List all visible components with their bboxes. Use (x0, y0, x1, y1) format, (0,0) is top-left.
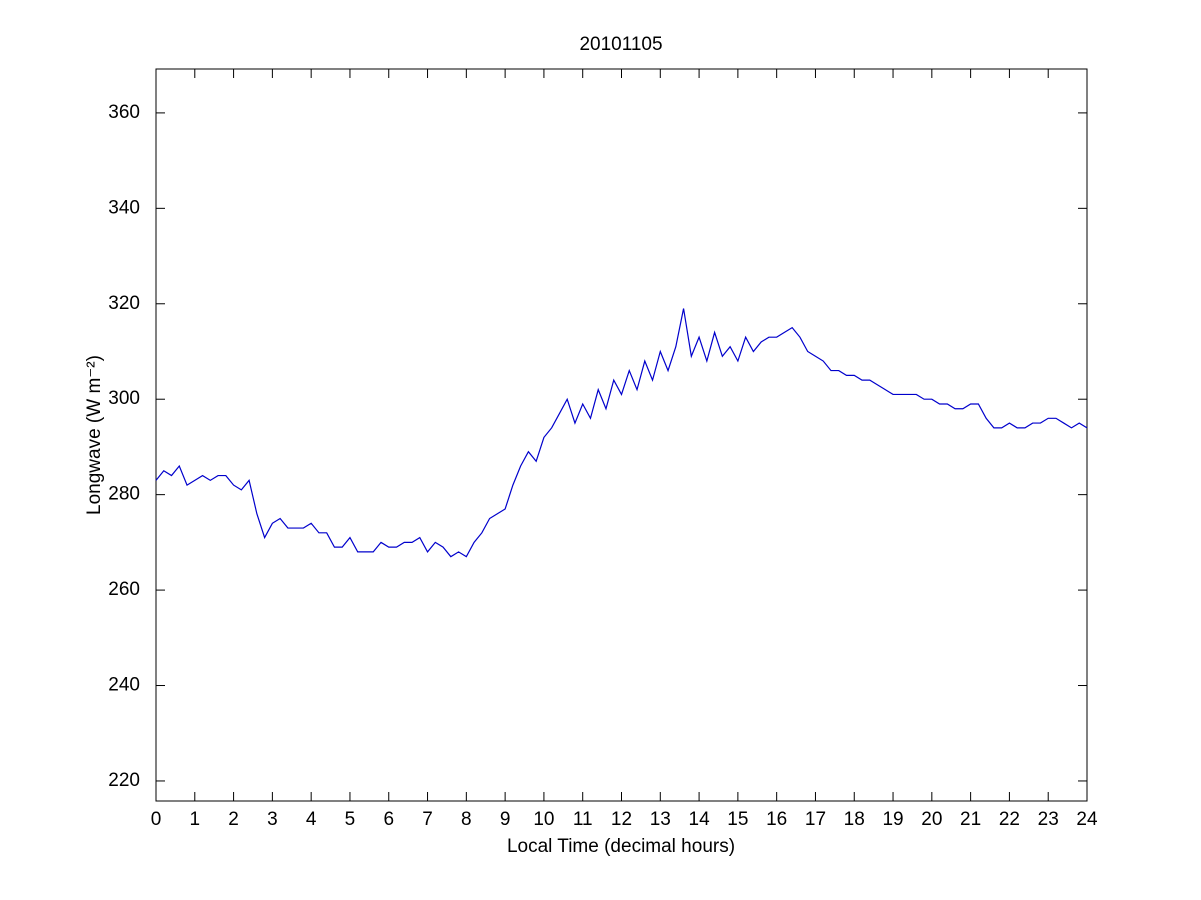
x-tick-label: 9 (500, 809, 511, 830)
x-tick-label: 0 (151, 809, 162, 830)
y-axis-label: Longwave (W m⁻²) (84, 355, 105, 515)
x-tick-label: 4 (306, 809, 317, 830)
y-tick-label: 280 (108, 484, 140, 505)
x-tick-label: 7 (422, 809, 433, 830)
x-tick-label: 10 (533, 809, 554, 830)
y-tick-label: 360 (108, 102, 140, 123)
y-tick-label: 220 (108, 770, 140, 791)
x-tick-label: 8 (461, 809, 472, 830)
y-tick-label: 300 (108, 388, 140, 409)
x-tick-label: 22 (999, 809, 1020, 830)
x-tick-label: 13 (650, 809, 671, 830)
data-line (155, 308, 1088, 558)
x-tick-label: 1 (190, 809, 201, 830)
x-tick-label: 15 (727, 809, 748, 830)
x-tick-label: 14 (689, 809, 711, 830)
x-tick-label: 6 (383, 809, 394, 830)
y-tick-label: 320 (108, 293, 140, 314)
y-tick-label: 340 (108, 197, 140, 218)
x-tick-label: 2 (228, 809, 239, 830)
x-tick-label: 21 (960, 809, 981, 830)
chart-title: 20101105 (579, 34, 662, 55)
x-tick-label: 19 (882, 809, 903, 830)
x-tick-label: 16 (766, 809, 787, 830)
x-tick-label: 12 (611, 809, 632, 830)
x-tick-label: 20 (921, 809, 942, 830)
x-tick-label: 17 (805, 809, 826, 830)
x-axis-label: Local Time (decimal hours) (507, 836, 735, 857)
plot-area (155, 68, 1088, 802)
x-tick-label: 24 (1076, 809, 1098, 830)
x-tick-label: 3 (267, 809, 278, 830)
y-tick-label: 260 (108, 579, 140, 600)
x-tick-label: 5 (345, 809, 356, 830)
x-tick-label: 18 (844, 809, 865, 830)
y-tick-label: 240 (108, 675, 140, 696)
x-tick-label: 23 (1038, 809, 1059, 830)
x-tick-label: 11 (573, 809, 593, 830)
